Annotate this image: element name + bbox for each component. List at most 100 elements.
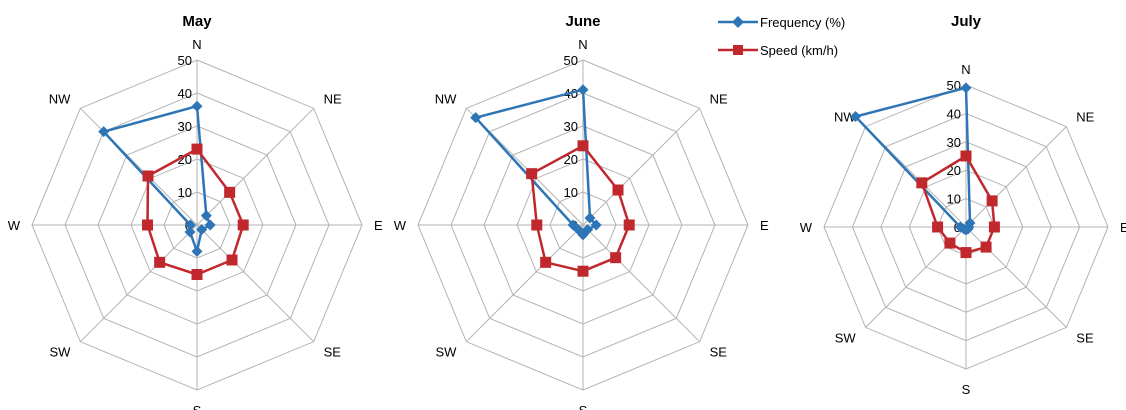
legend-item-frequency: Frequency (%) [718,15,845,30]
tick-label: 10 [564,185,578,200]
radar-panel-june: JuneNNEESESSWWNW01020304050 [394,13,769,410]
data-point-w [142,219,153,231]
direction-label-s: S [579,403,588,410]
data-point-w [184,219,196,231]
panel-title: May [182,13,212,30]
tick-label: 40 [178,86,192,101]
series-frequency [470,84,602,241]
grid-spoke [465,224,584,343]
data-point-n [191,143,203,155]
tick-label: 40 [947,106,961,121]
panel-title: June [565,13,600,30]
legend-label-speed: Speed (km/h) [760,43,838,58]
direction-label-ne: NE [324,91,342,106]
data-point-nw [98,126,110,138]
data-point-e [204,219,216,231]
series-frequency [98,100,216,257]
data-point-ne [200,210,212,222]
grid-spoke [965,126,1067,228]
data-point-e [988,221,1000,233]
data-point-w [531,219,543,231]
data-point-sw [154,256,166,268]
radar-panel-may: MayNNEESESSWWNW01020304050 [8,13,383,410]
direction-label-n: N [192,37,201,52]
data-point-se [980,241,992,253]
direction-label-sw: SW [49,345,71,360]
data-point-e [623,219,635,231]
data-point-se [196,224,208,236]
direction-label-ne: NE [710,91,728,106]
legend: Frequency (%) Speed (km/h) [718,15,845,58]
direction-label-e: E [1120,220,1126,235]
data-point-ne [224,186,236,198]
series-speed [142,143,249,280]
legend-item-speed: Speed (km/h) [718,43,838,58]
data-point-nw [916,177,928,189]
tick-label: 30 [178,119,192,134]
tick-label: 30 [564,119,578,134]
data-point-nw [526,168,538,180]
grid-spoke [196,107,315,226]
data-point-n [960,82,972,94]
direction-label-sw: SW [435,345,457,360]
direction-label-w: W [394,218,407,233]
direction-label-n: N [578,37,587,52]
legend-marker-speed [733,45,743,55]
direction-label-w: W [800,220,813,235]
data-point-sw [540,256,552,268]
direction-label-w: W [8,218,21,233]
direction-label-s: S [193,403,202,410]
direction-label-n: N [961,62,970,77]
data-point-w [567,219,579,231]
series-speed [916,150,1000,259]
direction-label-nw: NW [834,110,856,125]
data-point-s [191,269,203,280]
direction-label-se: SE [1076,330,1094,345]
grid-spoke [582,107,701,226]
series-frequency [850,82,976,236]
tick-label: 30 [947,135,961,150]
grid-spoke [582,224,701,343]
grid-spoke [196,224,315,343]
grid-spoke [79,107,198,226]
data-point-nw [142,170,154,182]
data-point-e [590,219,602,231]
data-point-w [954,221,966,233]
series-speed [526,140,635,277]
data-point-sw [944,237,956,249]
direction-label-ne: NE [1076,110,1094,125]
direction-label-se: SE [710,345,728,360]
data-point-ne [986,195,998,207]
data-point-sw [184,226,196,238]
data-point-ne [584,212,596,224]
data-point-se [610,252,622,264]
legend-marker-frequency [732,16,744,28]
data-point-n [577,84,589,96]
tick-label: 50 [178,53,192,68]
direction-label-nw: NW [49,91,71,106]
tick-label: 10 [947,192,961,207]
data-point-n [960,150,972,162]
direction-label-e: E [374,218,383,233]
data-point-ne [612,184,624,196]
data-point-s [960,247,972,259]
data-point-n [577,140,589,152]
tick-label: 50 [564,53,578,68]
legend-label-frequency: Frequency (%) [760,15,845,30]
grid-spoke [79,224,198,343]
tick-label: 10 [178,185,192,200]
data-point-nw [850,111,862,123]
direction-label-se: SE [324,345,342,360]
data-point-s [577,265,589,277]
data-point-se [226,254,238,266]
direction-label-e: E [760,218,769,233]
data-point-e [237,219,249,231]
direction-label-sw: SW [835,330,857,345]
tick-label: 20 [178,152,192,167]
direction-label-s: S [962,382,971,397]
data-point-nw [470,112,482,124]
panel-title: July [951,13,982,30]
data-point-n [191,100,203,112]
data-point-s [191,245,203,257]
